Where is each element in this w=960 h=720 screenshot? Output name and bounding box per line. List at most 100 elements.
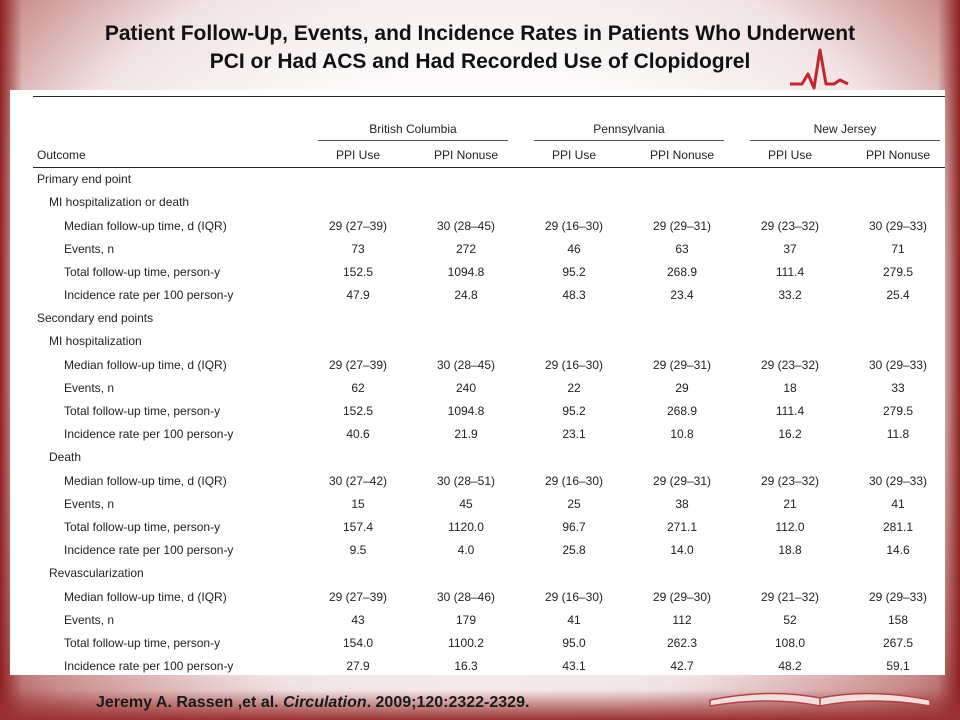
row-label: Secondary end points	[37, 311, 154, 326]
table-row: MI hospitalization	[33, 330, 945, 353]
row-label: Total follow-up time, person-y	[64, 404, 221, 419]
table-cell	[737, 446, 843, 469]
table-cell: 43.1	[521, 654, 627, 675]
table-cell: 95.2	[562, 264, 586, 279]
row-label: Incidence rate per 100 person-y	[33, 654, 305, 675]
table-cell	[737, 330, 843, 353]
table-cell: 268.9	[666, 264, 698, 279]
table-cell: 45	[459, 496, 473, 511]
table-cell: 179	[455, 612, 477, 627]
open-book-icon	[709, 692, 931, 707]
table-cell: 41	[567, 612, 581, 627]
row-label: Events, n	[64, 241, 115, 256]
row-label: Incidence rate per 100 person-y	[64, 427, 234, 442]
table-cell: 30 (29–33)	[868, 357, 928, 372]
table-cell: 33	[891, 380, 905, 395]
table-cell: 30 (28–45)	[436, 357, 496, 372]
table-cell	[843, 191, 945, 214]
table-cell: 157.4	[342, 519, 374, 534]
table-cell: 18.8	[778, 543, 802, 558]
table-cell	[411, 307, 521, 330]
outcome-header: Outcome	[33, 143, 305, 168]
col-header: PPI Use	[521, 143, 627, 168]
table-cell: 29 (16–30)	[544, 357, 604, 372]
table-body: Primary end point MI hospitalization or d…	[33, 167, 945, 675]
table-cell: 21.9	[454, 427, 478, 442]
table-cell: 38	[675, 496, 689, 511]
table-cell: 29 (16–30)	[544, 218, 604, 233]
table-cell: 279.5	[882, 404, 914, 419]
table-cell	[521, 330, 627, 353]
table-cell: 112.0	[775, 519, 805, 534]
table-cell	[305, 307, 411, 330]
table-cell	[521, 446, 627, 469]
region-pennsylvania: Pennsylvania	[521, 120, 737, 143]
table-cell	[521, 307, 627, 330]
row-label: Median follow-up time, d (IQR)	[64, 589, 227, 604]
table-cell: 29 (23–32)	[760, 357, 820, 372]
table-cell: 29 (23–32)	[760, 218, 820, 233]
table-cell	[411, 191, 521, 214]
row-label: Total follow-up time, person-y	[64, 264, 221, 279]
row-label: Events, n	[64, 612, 115, 627]
table-cell	[305, 446, 411, 469]
table-cell: 30 (28–51)	[436, 473, 496, 488]
column-header-row: Outcome PPI Use PPI Nonuse PPI Use PPI N…	[33, 143, 945, 168]
table-row: MI hospitalization or death	[33, 191, 945, 214]
table-cell	[627, 191, 737, 214]
table-cell	[305, 191, 411, 214]
table-cell	[843, 330, 945, 353]
table-cell: 29 (27–39)	[328, 357, 388, 372]
table-row: Incidence rate per 100 person-y 27.9 16.3 4…	[33, 654, 945, 675]
col-header: PPI Nonuse	[843, 143, 945, 168]
table-row: Events, n 43 179 41 112 52 158	[33, 608, 945, 631]
table-row: Revascularization	[33, 562, 945, 585]
table-cell	[627, 167, 737, 191]
table-cell	[411, 562, 521, 585]
table-cell: 112	[672, 612, 692, 627]
table-cell: 108.0	[774, 635, 806, 650]
table-cell: 29 (16–30)	[544, 589, 604, 604]
table-row: Total follow-up time, person-y 152.5 1094.…	[33, 399, 945, 422]
table-cell	[521, 562, 627, 585]
table-cell: 9.5	[349, 543, 367, 558]
table-cell: 33.2	[778, 288, 802, 303]
table-cell: 29 (23–32)	[760, 473, 820, 488]
table-cell: 25	[567, 496, 581, 511]
row-label: Death	[49, 450, 82, 465]
col-header: PPI Nonuse	[627, 143, 737, 168]
table-cell: 62	[351, 380, 365, 395]
row-label: Median follow-up time, d (IQR)	[64, 473, 227, 488]
table-cell: 29 (29–33)	[868, 589, 928, 604]
table-cell	[737, 307, 843, 330]
row-label: Incidence rate per 100 person-y	[64, 543, 234, 558]
table-row: Incidence rate per 100 person-y 47.9 24.8 4…	[33, 284, 945, 307]
table-cell: 27.9	[305, 654, 411, 675]
table-row: Events, n 73 272 46 63 37 71	[33, 237, 945, 260]
table-cell: 16.2	[778, 427, 802, 442]
table-cell	[521, 191, 627, 214]
citation-details: . 2009;120:2322-2329.	[366, 694, 530, 711]
row-label: MI hospitalization	[49, 334, 142, 349]
table-row: Total follow-up time, person-y 154.0 1100.…	[33, 631, 945, 654]
row-label: Events, n	[64, 496, 115, 511]
table-cell: 30 (28–45)	[436, 218, 496, 233]
table-cell: 63	[675, 241, 689, 256]
table-cell	[843, 562, 945, 585]
results-table-image: British Columbia Pennsylvania New Jersey…	[10, 90, 945, 675]
table-cell: 30 (29–33)	[868, 218, 928, 233]
table-cell: 14.0	[670, 543, 694, 558]
col-header: PPI Use	[737, 143, 843, 168]
table-row: Incidence rate per 100 person-y 9.5 4.0 25.…	[33, 539, 945, 562]
table-cell: 25.8	[562, 543, 586, 558]
region-header-row: British Columbia Pennsylvania New Jersey	[33, 120, 945, 143]
table-cell: 96.7	[562, 519, 586, 534]
table-cell: 42.7	[627, 654, 737, 675]
table-cell: 30 (28–46)	[436, 589, 496, 604]
table-cell	[843, 446, 945, 469]
table-cell	[305, 167, 411, 191]
table-cell: 158	[887, 612, 909, 627]
table-cell: 152.5	[342, 404, 374, 419]
row-label: Median follow-up time, d (IQR)	[64, 218, 227, 233]
table-cell: 279.5	[882, 264, 914, 279]
